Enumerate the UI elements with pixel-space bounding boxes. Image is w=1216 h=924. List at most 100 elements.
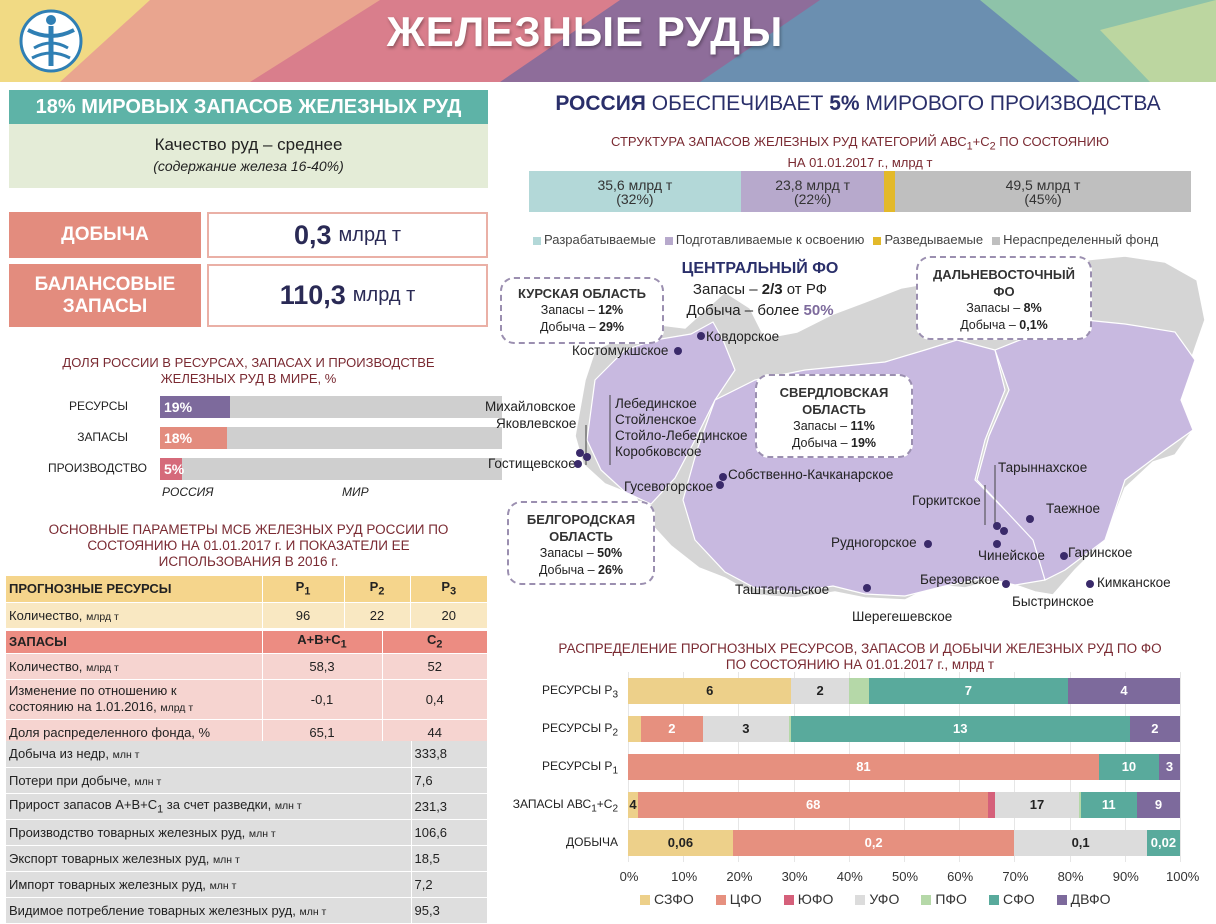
city-kachkanarskoe: Собственно-Качканарское <box>728 467 894 482</box>
deposit-marker <box>924 540 932 548</box>
structure-title-line1: СТРУКТУРА ЗАПАСОВ ЖЕЛЕЗНЫХ РУД КАТЕГОРИЙ… <box>611 134 1109 153</box>
structure-segment: 35,6 млрд т (32%) <box>529 171 741 212</box>
structure-percent: (45%) <box>1024 191 1062 207</box>
table-row: Добыча из недр, млн т 333,8 <box>6 741 488 768</box>
stat-value: 7,6 <box>411 767 488 794</box>
far-east-reserves: Запасы – 8% <box>966 301 1042 315</box>
bar-segment-ДВФО: 3 <box>1159 754 1180 780</box>
bar-segment-ЦФО: 0,2 <box>732 830 1015 856</box>
bar-segment-ПФО <box>848 678 869 704</box>
stat-value: 95,3 <box>411 897 488 924</box>
table-row: Изменение по отношению к состоянию на 1.0… <box>6 679 488 720</box>
city-kimkanskoe: Кимканское <box>1097 575 1171 590</box>
title-banner: ЖЕЛЕЗНЫЕ РУДЫ <box>0 0 1216 82</box>
kursk-reserves: Запасы – 12% <box>540 303 624 317</box>
x-tick-label: 80% <box>1057 869 1084 884</box>
deposit-marker <box>719 473 727 481</box>
reserves-unit: млрд т <box>352 284 416 306</box>
table-row: Потери при добыче, млн т 7,6 <box>6 767 488 794</box>
bar-segment-СФО: 7 <box>868 678 1068 704</box>
reserves-header-row: ЗАПАСЫ A+B+C1 C2 <box>6 631 488 654</box>
reserves-qty-abc1: 58,3 <box>262 653 383 680</box>
stat-value: 106,6 <box>411 819 488 846</box>
resources-qty-label: Количество, млрд т <box>6 602 263 629</box>
stat-label: Производство товарных железных руд, млн … <box>6 819 412 846</box>
table-row: Прирост запасов А+В+С1 за счет разведки,… <box>6 793 488 820</box>
russia-headline: РОССИЯ ОБЕСПЕЧИВАЕТ 5% МИРОВОГО ПРОИЗВОД… <box>500 92 1216 116</box>
bar-segment-СЗФО <box>628 716 641 742</box>
stat-value: 333,8 <box>411 741 488 768</box>
cfo-mining: Добыча – более 50% <box>686 302 834 319</box>
bar-segment-СЗФО: 6 <box>628 678 792 704</box>
bar-segment-ЦФО: 2 <box>640 716 704 742</box>
city-stoilenskoe: Стойленское <box>615 412 697 427</box>
belgorod-mining: Добыча – 26% <box>538 563 624 577</box>
bar-segment-ДВФО: 9 <box>1136 792 1180 818</box>
share-label: ЗАПАСЫ <box>77 430 128 444</box>
resources-head: ПРОГНОЗНЫЕ РЕСУРСЫ <box>6 576 263 603</box>
structure-value: 35,6 млрд т <box>597 177 673 193</box>
sverdlovsk-title-2: ОБЛАСТЬ <box>802 402 866 417</box>
city-bystrinskoe: Быстринское <box>1012 594 1094 609</box>
city-korobkovskoe: Коробковское <box>615 444 702 459</box>
deposit-marker <box>863 584 871 592</box>
legend-item: УФО <box>855 891 899 907</box>
structure-percent: (22%) <box>793 191 832 207</box>
city-gostishchevskoe: Гостищевское <box>488 456 576 471</box>
category-label: РЕСУРСЫ P1 <box>542 759 618 777</box>
reserves-table: ЗАПАСЫ A+B+C1 C2 Количество, млрд т 58,3… <box>6 631 488 746</box>
reserves-value-box: 110,3 млрд т <box>207 264 488 327</box>
bar-segment-СФО: 13 <box>790 716 1130 742</box>
share-bar: 18% <box>160 427 227 449</box>
mining-value-box: 0,3 млрд т <box>207 212 488 258</box>
deposit-marker <box>993 540 1001 548</box>
mining-value: 0,3 <box>293 219 332 250</box>
belgorod-title-1: БЕЛГОРОДСКАЯ <box>526 512 636 527</box>
reserves-qty-c2: 52 <box>382 653 488 680</box>
reserves-change-label: Изменение по отношению к состоянию на 1.0… <box>6 679 263 720</box>
logo-icon <box>14 8 88 74</box>
bar-segment-ЦФО: 68 <box>637 792 989 818</box>
far-east-callout: ДАЛЬНЕВОСТОЧНЫЙ ФО Запасы – 8% Добыча – … <box>916 256 1092 340</box>
headline-mid: ОБЕСПЕЧИВАЕТ <box>651 92 824 115</box>
share-legend-world: МИР <box>342 485 369 499</box>
distribution-legend: СЗФО ЦФО ЮФО УФО ПФО СФО ДВФО <box>640 891 1111 907</box>
city-tashtagolskoe: Таштагольское <box>735 582 830 597</box>
params-title-line3: ИСПОЛЬЗОВАНИЯ В 2016 г. <box>158 554 339 569</box>
share-track: 19% <box>160 396 502 418</box>
world-reserves-header: 18% МИРОВЫХ ЗАПАСОВ ЖЕЛЕЗНЫХ РУД <box>9 90 488 124</box>
kursk-mining: Добыча – 29% <box>539 320 625 334</box>
legend-item: ПФО <box>921 891 967 907</box>
structure-legend-item: Разведываемые <box>873 232 983 247</box>
x-tick-label: 20% <box>726 869 753 884</box>
legend-item: СЗФО <box>640 891 694 907</box>
x-tick-label: 90% <box>1112 869 1139 884</box>
share-bar: 5% <box>160 458 184 480</box>
resources-p2-value: 22 <box>344 602 411 629</box>
table-row: Количество, млрд т 96 22 20 <box>6 602 488 629</box>
resources-p3-value: 20 <box>410 602 488 629</box>
structure-title-line2: НА 01.01.2017 г., млрд т <box>787 154 933 170</box>
structure-percent: (32%) <box>616 191 654 207</box>
mining-unit: млрд т <box>338 223 402 246</box>
stat-value: 231,3 <box>411 793 488 820</box>
kursk-callout: КУРСКАЯ ОБЛАСТЬ Запасы – 12% Добыча – 29… <box>500 277 664 344</box>
bar-segment-УФО: 3 <box>703 716 789 742</box>
city-yakovlevskoe: Яковлевское <box>496 416 577 431</box>
city-taezhnoe: Таежное <box>1046 501 1101 516</box>
x-tick-label: 0% <box>619 869 639 884</box>
deposit-marker <box>583 453 591 461</box>
deposit-marker <box>576 449 584 457</box>
bar-segment-УФО: 0,1 <box>1014 830 1147 856</box>
legend-item: ДВФО <box>1056 891 1111 907</box>
sverdlovsk-callout: СВЕРДЛОВСКАЯ ОБЛАСТЬ Запасы – 11% Добыча… <box>755 374 913 458</box>
stat-label: Прирост запасов А+В+С1 за счет разведки,… <box>6 793 412 820</box>
gridline <box>1180 672 1181 862</box>
reserves-qty-label: Количество, млрд т <box>6 653 263 680</box>
belgorod-reserves: Запасы – 50% <box>539 546 623 560</box>
reserves-change-abc1: -0,1 <box>262 679 383 720</box>
share-chart: РЕСУРСЫ 19% ЗАПАСЫ 18% ПРОИЗВОДСТВО 5% <box>48 396 502 496</box>
stat-label: Видимое потребление товарных железных ру… <box>6 897 412 924</box>
share-title: ДОЛЯ РОССИИ В РЕСУРСАХ, ЗАПАСАХ И ПРОИЗВ… <box>9 355 488 387</box>
ore-quality-box: Качество руд – среднее (содержание желез… <box>9 124 488 188</box>
